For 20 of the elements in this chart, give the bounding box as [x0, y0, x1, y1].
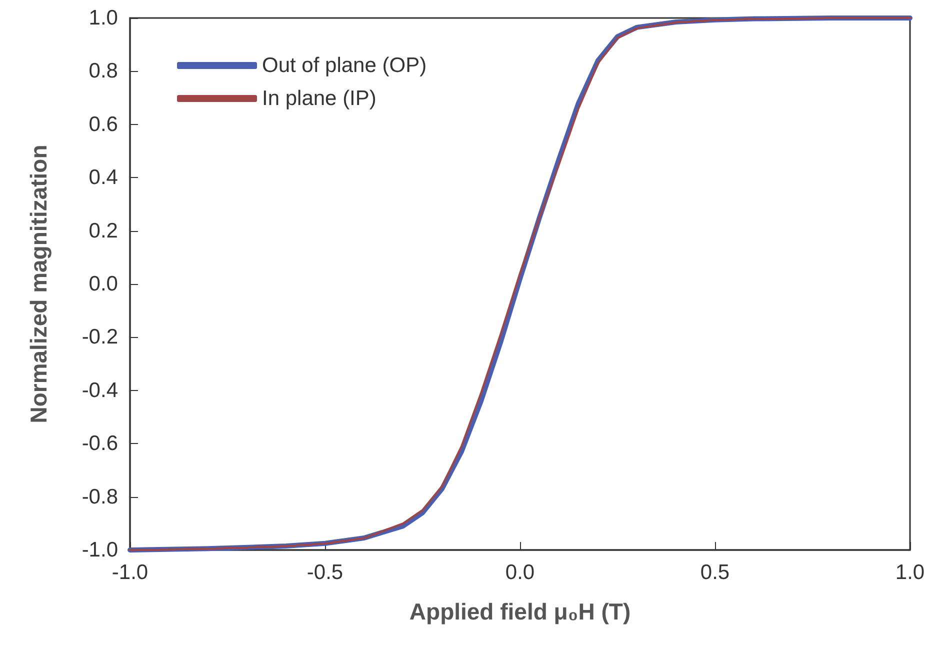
x-tick-label: 0.5: [700, 561, 730, 584]
y-tick-label: 0.0: [88, 272, 118, 296]
y-tick-label: 0.8: [88, 60, 118, 83]
y-tick-label: 0.6: [88, 112, 118, 136]
y-tick-label: -0.6: [82, 432, 118, 456]
y-tick-label: 0.2: [88, 219, 118, 242]
y-axis-title: Normalized magnitization: [26, 144, 52, 424]
x-tick-label: -1.0: [112, 561, 148, 584]
y-tick-label: -1.0: [82, 538, 118, 562]
legend-label: In plane (IP): [262, 87, 376, 110]
y-tick-label: 1.0: [88, 6, 118, 30]
x-tick-label: 1.0: [895, 561, 925, 584]
y-tick-label: -0.2: [82, 326, 118, 349]
x-tick-label: -0.5: [306, 561, 344, 584]
legend-label: Out of plane (OP): [262, 54, 427, 77]
x-axis-title: Applied field μ₀H (T): [409, 598, 631, 624]
x-tick-label: 0.0: [505, 561, 535, 584]
y-tick-label: -0.8: [82, 485, 118, 508]
y-tick-label: 0.4: [88, 166, 118, 190]
y-tick-label: -0.4: [82, 378, 118, 402]
